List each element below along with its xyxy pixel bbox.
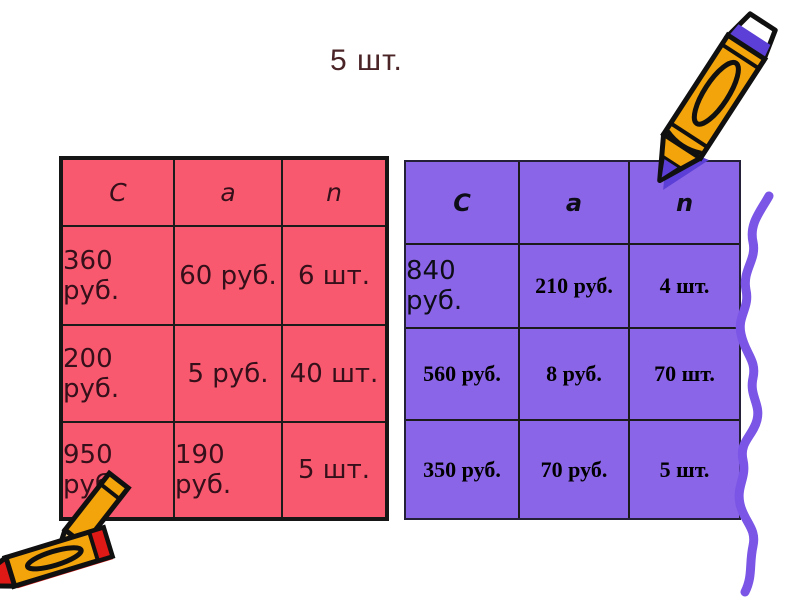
pink-cell-r3c3: 5 шт. xyxy=(297,455,370,485)
pink-header-c: C xyxy=(63,160,175,227)
purple-cell-r3c3: 5 шт. xyxy=(659,456,710,482)
pink-cell-r1c1: 360 руб. xyxy=(63,227,175,326)
pink-header-n: n xyxy=(283,160,385,227)
purple-cell-r2c1: 560 руб. xyxy=(406,329,520,421)
purple-header-n: n xyxy=(630,162,739,245)
purple-header-c: C xyxy=(406,162,520,245)
purple-cell-r2c3: 70 шт. xyxy=(630,329,739,421)
pink-cell-r1c2: 60 руб. xyxy=(175,227,283,326)
purple-cell-r1c2: 210 руб. xyxy=(520,245,630,329)
purple-header-a: a xyxy=(520,162,630,245)
purple-cell-r2c2: 8 руб. xyxy=(520,329,630,421)
purple-price-table: C a n 840 руб. 210 руб. 4 шт. 560 руб. 8… xyxy=(404,160,741,520)
pink-cell-r3c2: 190 руб. xyxy=(175,423,283,517)
pink-cell-r2c3: 40 шт. xyxy=(283,326,385,423)
pink-cell-r2c2: 5 руб. xyxy=(175,326,283,423)
purple-cell-r1c3: 4 шт. xyxy=(630,245,739,329)
pink-header-a: a xyxy=(175,160,283,227)
purple-cell-r1c1: 840 руб. xyxy=(406,245,520,329)
pink-cell-r3c1: 950 руб. xyxy=(63,423,175,517)
pink-cell-r2c1: 200 руб. xyxy=(63,326,175,423)
page-title: 5 шт. xyxy=(330,44,403,77)
pink-cell-r1c3: 6 шт. xyxy=(283,227,385,326)
purple-cell-r3c2: 70 руб. xyxy=(520,421,630,518)
squiggle-line xyxy=(734,191,774,597)
pink-price-table: C a n 360 руб. 60 руб. 6 шт. 200 руб. 5 … xyxy=(59,156,389,521)
purple-cell-r3c1: 350 руб. xyxy=(406,421,520,518)
